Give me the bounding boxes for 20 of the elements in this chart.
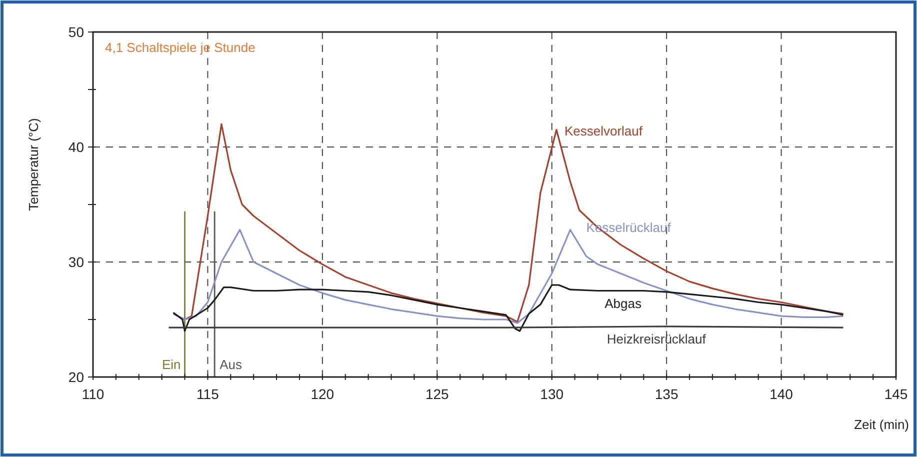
x-tick-label: 110 xyxy=(82,386,104,402)
x-tick-label: 115 xyxy=(196,386,220,402)
x-tick-label: 130 xyxy=(540,386,564,402)
y-tick-label: 30 xyxy=(68,254,84,270)
ref-line-label: Aus xyxy=(220,357,242,372)
x-tick-label: 135 xyxy=(654,386,678,402)
x-axis-title: Zeit (min) xyxy=(854,417,909,432)
x-tick-label: 145 xyxy=(884,386,908,402)
x-tick-label: 140 xyxy=(770,386,794,402)
y-tick-label: 20 xyxy=(68,369,84,385)
y-tick-label: 40 xyxy=(68,139,84,155)
series-label: Heizkreisrücklauf xyxy=(606,332,706,347)
line-series xyxy=(172,284,844,332)
y-tick-label: 50 xyxy=(68,24,84,40)
series-label: Abgas xyxy=(604,296,642,311)
y-axis-title: Temperatur (°C) xyxy=(26,118,41,211)
x-tick-label: 120 xyxy=(310,386,334,402)
series-label: Kesselvorlauf xyxy=(564,124,643,138)
x-tick-label: 125 xyxy=(425,386,450,402)
ref-line-label: Ein xyxy=(162,357,181,372)
